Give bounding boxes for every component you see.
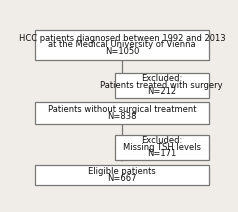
Bar [115, 135, 209, 160]
Text: N=838: N=838 [107, 112, 137, 121]
Text: HCC patients diagnosed between 1992 and 2013: HCC patients diagnosed between 1992 and … [19, 33, 225, 43]
Bar [35, 29, 209, 60]
Bar [115, 73, 209, 98]
Text: at the Medical University of Vienna: at the Medical University of Vienna [48, 40, 196, 49]
Text: N=171: N=171 [147, 149, 176, 159]
Text: N=667: N=667 [107, 174, 137, 183]
Text: N=1050: N=1050 [105, 47, 139, 56]
Text: Excluded:: Excluded: [141, 74, 182, 83]
Text: N=212: N=212 [147, 88, 176, 96]
Text: Eligible patients: Eligible patients [88, 167, 156, 176]
Text: Patients without surgical treatment: Patients without surgical treatment [48, 105, 196, 114]
Text: Excluded:: Excluded: [141, 137, 182, 145]
Bar [35, 165, 209, 186]
Bar [35, 102, 209, 124]
Text: Patients treated with surgery: Patients treated with surgery [100, 81, 223, 90]
Text: Missing TSH levels: Missing TSH levels [123, 143, 201, 152]
